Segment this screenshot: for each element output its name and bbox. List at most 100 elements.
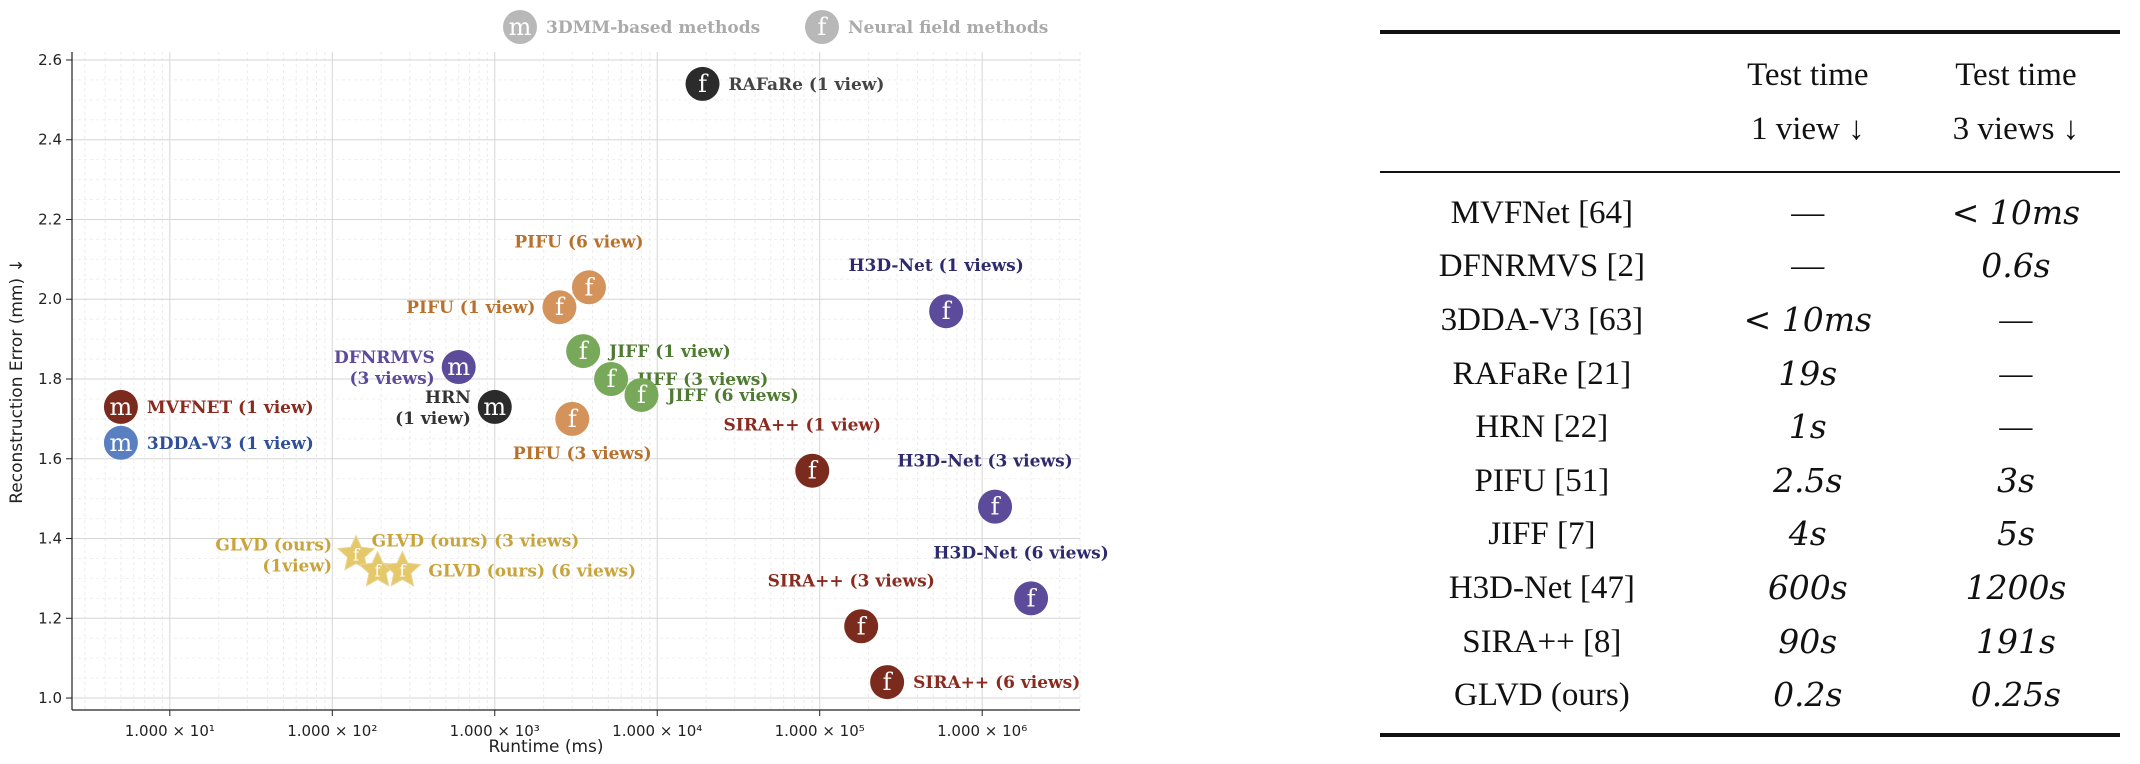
x-tick-label: 1.000 × 10⁶ xyxy=(937,722,1027,740)
legend-marker xyxy=(805,10,839,44)
data-point-label: JIFF (6 views) xyxy=(665,386,798,406)
data-point-letter: f xyxy=(637,381,648,409)
time-1-view-cell: 90s xyxy=(1778,621,1838,661)
time-1-view-cell: — xyxy=(1791,248,1825,285)
time-3-views-cell: 191s xyxy=(1975,621,2056,661)
data-point-label: MVFNET (1 view) xyxy=(147,398,314,418)
chart-svg: 1.0 1.2 1.4 1.6 1.8 2.0 2.2 2.4 2.6 1.000 × 10¹ 1.… xyxy=(7,10,1109,757)
method-cell: H3D-Net [47] xyxy=(1448,570,1635,607)
data-point-label: GLVD (ours) (3 views) xyxy=(372,531,580,551)
header-2-line2: 3 views ↓ xyxy=(1952,111,2080,148)
data-point-letter: f xyxy=(585,273,596,301)
data-point xyxy=(844,609,879,644)
data-point-label-line: JIFF (3 views) xyxy=(635,370,768,390)
data-point xyxy=(978,489,1013,524)
data-point-letter: m xyxy=(483,393,506,421)
data-point-label-line: PIFU (6 view) xyxy=(514,232,643,252)
data-point-label-line: SIRA++ (1 view) xyxy=(723,416,881,436)
data-point-label-line: DFNRMVS xyxy=(334,348,435,368)
data-point-label-line: PIFU (3 views) xyxy=(513,444,652,464)
data-point-letter: f xyxy=(579,337,590,365)
method-cell: JIFF [7] xyxy=(1488,516,1596,553)
y-tick-label: 1.8 xyxy=(38,370,62,388)
time-3-views-cell: — xyxy=(1999,409,2033,446)
y-tick-label: 1.2 xyxy=(38,609,62,627)
header-method xyxy=(1380,34,1704,173)
x-tick-label: 1.000 × 10⁴ xyxy=(612,722,702,740)
method-cell: PIFU [51] xyxy=(1474,462,1610,499)
time-3-views-cell: 0.25s xyxy=(1911,669,2120,737)
data-point xyxy=(795,453,830,488)
data-point-label-line: PIFU (1 view) xyxy=(406,298,535,318)
table-row: 3DDA-V3 [63] < 10ms — xyxy=(1380,294,2120,348)
data-point-label-line: H3D-Net (3 views) xyxy=(897,452,1072,472)
y-tick-label: 1.0 xyxy=(38,689,62,707)
data-point-label-line: H3D-Net (1 views) xyxy=(848,256,1023,276)
y-axis-title: Reconstruction Error (mm) ↓ xyxy=(7,258,27,504)
runtime-table: Test time 1 view ↓ Test time 3 views ↓ M… xyxy=(1380,30,2120,737)
data-point-letter: f xyxy=(399,561,407,581)
data-point xyxy=(624,377,659,412)
data-point-label-line: (1view) xyxy=(262,556,332,576)
x-tick-label: 1.000 × 10² xyxy=(287,722,377,740)
data-point-letter: f xyxy=(991,493,1002,521)
data-point-label-line: SIRA++ (3 views) xyxy=(768,571,935,591)
method-cell: GLVD (ours) xyxy=(1380,669,1704,737)
header-2-line1: Test time xyxy=(1955,57,2077,93)
data-point-label-line: JIFF (1 view) xyxy=(607,342,731,362)
time-1-view-cell: 4s xyxy=(1788,514,1827,554)
data-point-label: H3D-Net (6 views) xyxy=(933,543,1108,563)
data-point-letter: f xyxy=(555,293,566,321)
table-body: MVFNet [64] — < 10ms DFNRMVS [2] — 0.6s 3DDA-V… xyxy=(1380,172,2120,737)
data-point xyxy=(477,389,512,424)
data-point-letter: f xyxy=(353,545,361,565)
data-point-letter: f xyxy=(607,365,618,393)
data-point-label-line: GLVD (ours) xyxy=(215,535,332,555)
y-tick-label: 1.4 xyxy=(38,530,62,548)
x-axis-title: Runtime (ms) xyxy=(488,737,603,757)
data-point-label: PIFU (6 view) xyxy=(514,232,643,252)
data-point-label: SIRA++ (3 views) xyxy=(768,571,935,591)
data-point xyxy=(571,270,606,305)
data-point xyxy=(555,401,590,436)
table-row: HRN [22] 1s — xyxy=(1380,401,2120,455)
data-point-label: GLVD (ours) (1view) xyxy=(215,535,332,576)
data-point-label: PIFU (3 views) xyxy=(513,444,652,464)
x-tick-label: 1.000 × 10⁵ xyxy=(775,722,865,740)
data-point-label-line: GLVD (ours) (3 views) xyxy=(372,531,580,551)
time-1-view-cell: 2.5s xyxy=(1773,460,1843,500)
data-point xyxy=(1014,581,1049,616)
data-point-star xyxy=(383,550,422,587)
data-point xyxy=(594,362,629,397)
data-point xyxy=(566,334,601,369)
time-3-views-cell: 1200s xyxy=(1965,568,2067,608)
method-cell: RAFaRe [21] xyxy=(1452,355,1632,392)
method-cell: 3DDA-V3 [63] xyxy=(1440,302,1644,339)
y-tick-label: 2.4 xyxy=(38,131,62,149)
data-point-label: JIFF (1 view) xyxy=(607,342,731,362)
legend-marker-letter: f xyxy=(818,13,829,41)
legend-marker-letter: m xyxy=(509,13,532,41)
legend-marker xyxy=(503,10,537,44)
data-point-label: SIRA++ (1 view) xyxy=(723,416,881,436)
x-tick-label: 1.000 × 10³ xyxy=(450,722,540,740)
table-row: DFNRMVS [2] — 0.6s xyxy=(1380,240,2120,294)
y-tick-label: 2.2 xyxy=(38,210,62,228)
runtime-table-grid: Test time 1 view ↓ Test time 3 views ↓ M… xyxy=(1380,30,2120,737)
data-point-letter: m xyxy=(110,393,133,421)
data-point-label: PIFU (1 view) xyxy=(406,298,535,318)
data-point-label: DFNRMVS (3 views) xyxy=(334,348,435,389)
table-row: SIRA++ [8] 90s 191s xyxy=(1380,616,2120,670)
header-test-time-1-view: Test time 1 view ↓ xyxy=(1703,34,1912,173)
header-1-line1: Test time xyxy=(1747,57,1869,93)
method-cell: DFNRMVS [2] xyxy=(1438,248,1645,285)
data-point-label-line: 3DDA-V3 (1 view) xyxy=(147,434,314,454)
header-test-time-3-views: Test time 3 views ↓ xyxy=(1911,34,2120,173)
data-point xyxy=(685,66,720,101)
data-point-label: HRN (1 view) xyxy=(395,388,471,429)
time-3-views-cell: < 10ms xyxy=(1951,192,2081,232)
time-3-views-cell: — xyxy=(1999,302,2033,339)
method-cell: MVFNet [64] xyxy=(1450,194,1634,231)
data-point-label-line: (1 view) xyxy=(395,409,471,429)
header-1-line2: 1 view ↓ xyxy=(1750,111,1865,148)
